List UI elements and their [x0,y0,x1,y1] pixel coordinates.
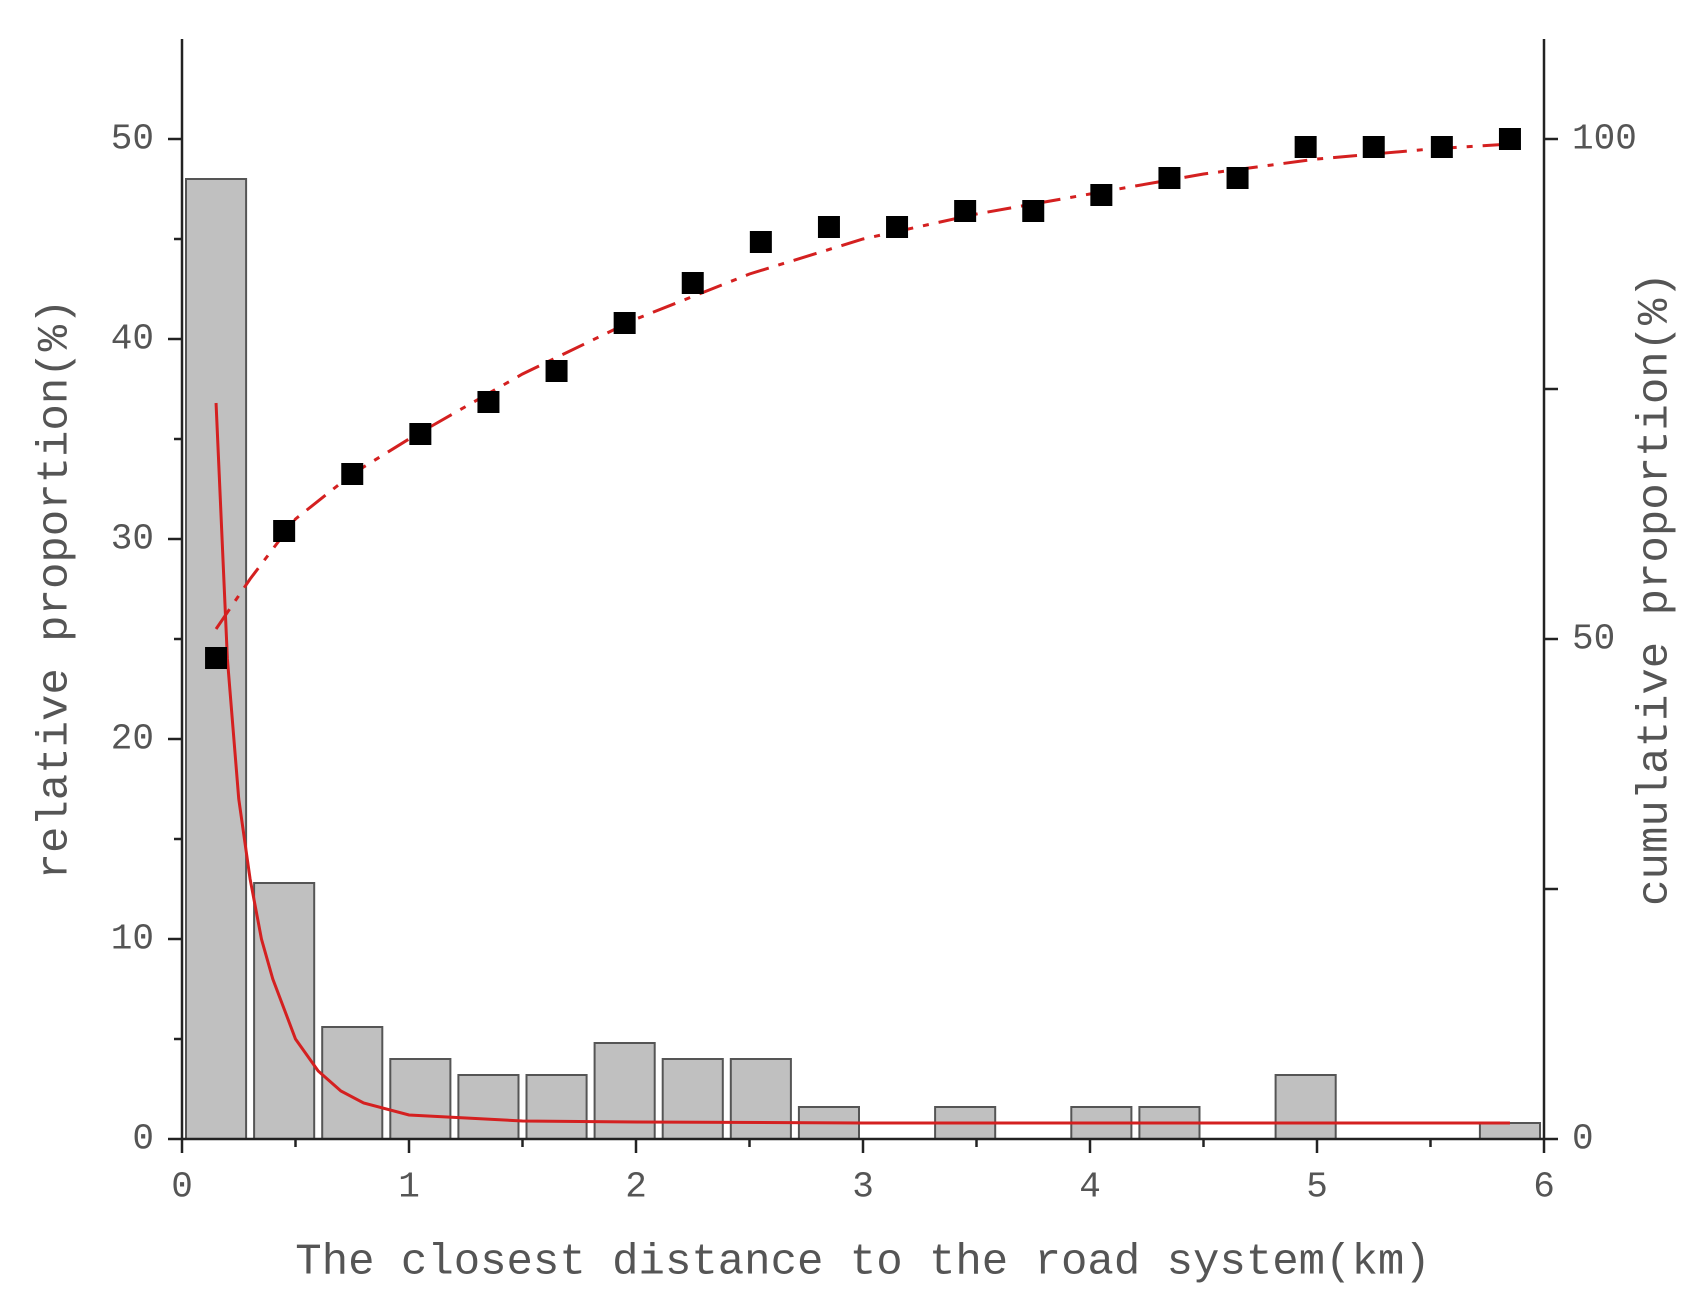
x-axis-label: The closest distance to the road system(… [295,1238,1430,1288]
fit-line [214,142,1511,630]
marker [1022,200,1045,222]
y-tick-label: 10 [111,919,154,960]
bar [729,1058,792,1140]
y-tick-label: 30 [111,519,154,560]
marker [545,360,568,382]
y-tick-label: 40 [111,319,154,360]
marker [954,200,977,222]
marker [681,272,704,294]
marker [341,463,364,485]
bar [1478,1122,1542,1140]
marker [1090,184,1113,206]
x-tick-label: 6 [1533,1167,1555,1208]
x-tick-label: 5 [1306,1167,1328,1208]
bar [1274,1074,1337,1140]
bar [457,1074,520,1140]
y-tick-label: 50 [111,119,154,160]
bar [661,1058,724,1140]
bar [593,1042,656,1140]
y-tick-label: 0 [132,1119,154,1160]
y2-tick-label: 100 [1572,119,1637,160]
y-tick-label: 20 [111,719,154,760]
bar [389,1058,452,1140]
marker [749,231,772,253]
bar [525,1074,588,1140]
marker [1362,136,1385,158]
x-tick-label: 4 [1079,1167,1101,1208]
x-tick-label: 1 [398,1167,420,1208]
marker [1430,136,1453,158]
marker [1498,128,1521,150]
marker [817,216,840,238]
fit-line [214,402,1510,1125]
marker [886,216,909,238]
marker [613,312,636,334]
marker [205,647,228,669]
x-tick-label: 3 [852,1167,874,1208]
marker [409,423,432,445]
x-tick-label: 2 [625,1167,647,1208]
marker [1294,136,1317,158]
y-axis-label: relative proportion(%) [31,299,81,880]
x-tick-label: 0 [171,1167,193,1208]
y2-tick-label: 50 [1572,619,1615,660]
marker [1226,167,1249,189]
marker [273,520,296,542]
y2-tick-label: 0 [1572,1119,1594,1160]
marker [1158,167,1181,189]
y2-axis-label: cumulative proportion(%) [1631,272,1681,906]
marker [477,391,500,413]
